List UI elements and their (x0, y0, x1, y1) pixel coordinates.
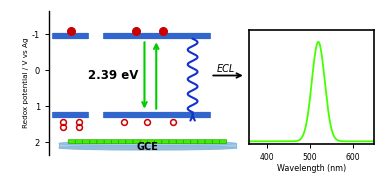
FancyBboxPatch shape (97, 140, 104, 144)
FancyBboxPatch shape (205, 140, 212, 144)
Text: 2.39 eV: 2.39 eV (88, 69, 139, 82)
FancyBboxPatch shape (220, 140, 227, 144)
FancyBboxPatch shape (155, 140, 162, 144)
FancyBboxPatch shape (176, 140, 183, 144)
Text: ECL: ECL (217, 64, 235, 74)
FancyBboxPatch shape (140, 140, 147, 144)
FancyBboxPatch shape (76, 140, 82, 144)
FancyBboxPatch shape (162, 140, 169, 144)
Ellipse shape (59, 146, 236, 150)
FancyBboxPatch shape (83, 140, 90, 144)
FancyBboxPatch shape (112, 140, 119, 144)
FancyBboxPatch shape (212, 140, 219, 144)
FancyBboxPatch shape (184, 140, 191, 144)
FancyBboxPatch shape (119, 140, 126, 144)
Bar (59, 143, 236, 148)
X-axis label: Wavelength (nm): Wavelength (nm) (277, 164, 347, 173)
FancyBboxPatch shape (198, 140, 205, 144)
FancyBboxPatch shape (169, 140, 176, 144)
FancyBboxPatch shape (90, 140, 97, 144)
FancyBboxPatch shape (126, 140, 133, 144)
FancyBboxPatch shape (68, 140, 75, 144)
Ellipse shape (59, 141, 236, 146)
Y-axis label: Redox potential / V vs Ag: Redox potential / V vs Ag (23, 37, 29, 128)
FancyBboxPatch shape (104, 140, 111, 144)
FancyBboxPatch shape (147, 140, 155, 144)
FancyBboxPatch shape (133, 140, 140, 144)
FancyBboxPatch shape (191, 140, 198, 144)
Text: GCE: GCE (136, 142, 158, 152)
